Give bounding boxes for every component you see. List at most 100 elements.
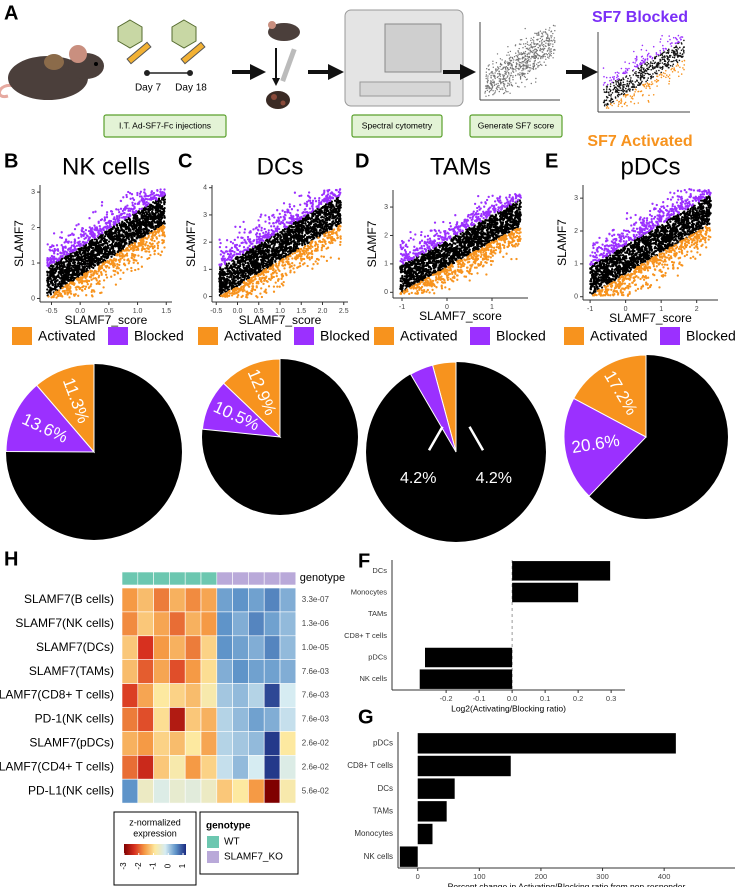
pie-slice <box>222 358 281 439</box>
y-tick-label: pDCs <box>368 652 387 661</box>
genotype-cell <box>169 571 186 586</box>
heatmap-cell <box>137 731 154 756</box>
genotype-cell <box>248 571 265 586</box>
x-axis-label: SLAMF7_score <box>65 313 148 327</box>
colorbar <box>124 844 186 855</box>
colorbar-tick-label: 1 <box>178 863 187 868</box>
y-tick-label: 0 <box>31 295 35 302</box>
heatmap-cell <box>153 635 170 660</box>
heatmap-cell <box>232 659 249 684</box>
heatmap-cell <box>184 659 202 684</box>
pie-slice <box>5 384 96 453</box>
heatmap-cell <box>216 754 233 780</box>
heatmap-cell <box>248 587 265 613</box>
mouse-small <box>266 21 300 109</box>
row-annotation: 1.3e-06 <box>302 619 330 628</box>
heatmap-cell <box>200 635 218 660</box>
x-tick-label: 0.0 <box>233 308 243 315</box>
heatmap-cell <box>263 659 281 684</box>
heatmap-cell <box>248 778 265 804</box>
point-cloud <box>218 188 342 267</box>
heatmap-cell <box>263 587 281 613</box>
row-label: SLAMF7(CD4+ T cells) <box>0 759 114 773</box>
bar <box>419 669 513 689</box>
heatmap-cell <box>121 611 139 637</box>
point-cloud <box>602 34 684 86</box>
x-tick-label: 1.0 <box>133 308 143 315</box>
chart-title: pDCs <box>620 153 680 180</box>
x-tick-label: 2.0 <box>318 308 328 315</box>
heatmap-cell <box>169 778 186 804</box>
heatmap-cell <box>184 611 202 637</box>
pie-slice <box>563 397 647 497</box>
x-tick-label: 100 <box>473 872 486 881</box>
x-axis-label: SLAMF7_score <box>419 309 502 323</box>
heatmap-cell <box>248 659 265 684</box>
y-tick-label: TAMs <box>368 609 387 618</box>
heatmap-cell <box>169 707 186 732</box>
legend-label: WT <box>224 837 240 848</box>
x-tick-label: 0.0 <box>75 308 85 315</box>
pie-slice <box>409 364 457 453</box>
heatmap-cell <box>184 778 202 804</box>
x-tick-label: -1 <box>587 306 593 313</box>
row-label: SLAMF7(DCs) <box>36 640 114 654</box>
heatmap-cell <box>169 587 186 613</box>
pie-slice <box>201 382 282 438</box>
heatmap-cell <box>216 683 233 708</box>
x-tick-label: 1 <box>659 306 663 313</box>
legend-label: Blocked <box>496 328 546 344</box>
colorbar-tick-label: 0 <box>163 863 172 868</box>
pie-label: 4.2% <box>476 470 512 487</box>
callout-line <box>427 426 444 451</box>
heatmap-cell <box>279 754 297 780</box>
x-tick-label: -0.2 <box>440 694 453 703</box>
step-box <box>103 114 227 138</box>
bar <box>417 801 447 822</box>
panel-label: A <box>4 2 18 24</box>
legend-label: SLAMF7_KO <box>224 852 283 863</box>
chart-title: NK cells <box>62 153 150 180</box>
callout-line <box>468 426 485 451</box>
heatmap-cell <box>200 659 218 684</box>
heatmap-cell <box>184 635 202 660</box>
y-tick-label: 2 <box>384 232 388 239</box>
row-annotation: 2.6e-02 <box>302 762 330 771</box>
heatmap-cell <box>121 754 139 780</box>
panel-label: E <box>545 150 558 172</box>
heatmap-cell <box>184 587 202 613</box>
point-cloud <box>46 188 166 268</box>
heatmap-cell <box>137 587 154 613</box>
heatmap-cell <box>184 683 202 708</box>
x-tick-label: -1 <box>399 304 405 311</box>
activated-label: SF7 Activated <box>587 133 692 150</box>
heatmap-cell <box>121 683 139 708</box>
bar <box>399 846 418 867</box>
day-label: Day 18 <box>175 83 207 94</box>
chart-title: TAMs <box>430 153 491 180</box>
heatmap-cell <box>263 778 281 804</box>
y-tick-label: 1 <box>574 261 578 268</box>
heatmap-cell <box>248 754 265 780</box>
heatmap-cell <box>248 731 265 756</box>
legend-label: Activated <box>224 328 282 344</box>
legend-swatch <box>12 327 32 345</box>
y-tick-label: 3 <box>203 212 207 219</box>
point-cloud <box>589 195 712 295</box>
heatmap-cell <box>263 754 281 780</box>
virus <box>117 19 197 49</box>
legend-swatch <box>108 327 128 345</box>
x-tick-label: 0.1 <box>540 694 550 703</box>
x-tick-label: 300 <box>596 872 609 881</box>
heatmap-cell <box>232 778 249 804</box>
y-tick-label: CD8+ T cells <box>347 761 393 770</box>
step-box <box>351 114 443 138</box>
y-tick-label: 2 <box>203 239 207 246</box>
timeline-dot <box>187 70 193 76</box>
point-cloud <box>485 48 556 97</box>
legend-swatch <box>660 327 680 345</box>
genotype-cell <box>263 571 281 586</box>
bar <box>512 582 579 603</box>
genotype-cell <box>153 571 170 586</box>
point-cloud <box>218 196 342 297</box>
